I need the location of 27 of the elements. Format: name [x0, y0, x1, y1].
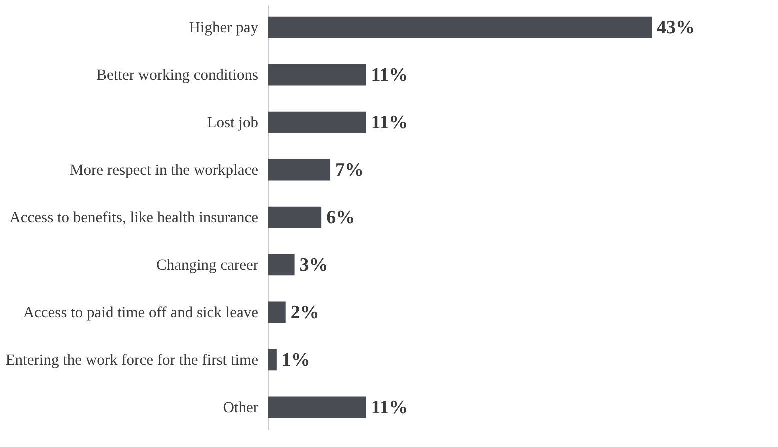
y-tick-label: More respect in the workplace [70, 162, 259, 180]
data-label: 7% [336, 160, 364, 182]
data-label: 11% [371, 65, 408, 86]
y-tick-label: Better working conditions [96, 67, 258, 84]
bar [268, 302, 286, 324]
data-label: 6% [326, 208, 356, 228]
bar [268, 254, 295, 276]
y-tick-label: Lost job [207, 114, 259, 132]
data-label: 1% [282, 350, 310, 371]
bar [268, 396, 366, 418]
bar [268, 112, 366, 134]
bar [268, 349, 277, 371]
data-label: 43% [657, 18, 695, 39]
y-tick-label: Higher pay [189, 20, 259, 37]
bar [268, 206, 322, 228]
y-tick-label: Changing career [156, 256, 260, 274]
data-label: 11% [371, 397, 408, 418]
y-tick-label: Other [223, 399, 260, 416]
y-tick-label: Access to paid time off and sick leave [23, 304, 259, 322]
data-label: 11% [371, 112, 408, 134]
bar [268, 159, 331, 181]
y-tick-label: Entering the work force for the first time [6, 352, 259, 369]
data-label: 2% [290, 302, 320, 324]
y-tick-label: Access to benefits, like health insurance [10, 210, 259, 226]
data-label: 3% [300, 254, 328, 276]
bar [268, 16, 652, 38]
bar [268, 64, 366, 86]
